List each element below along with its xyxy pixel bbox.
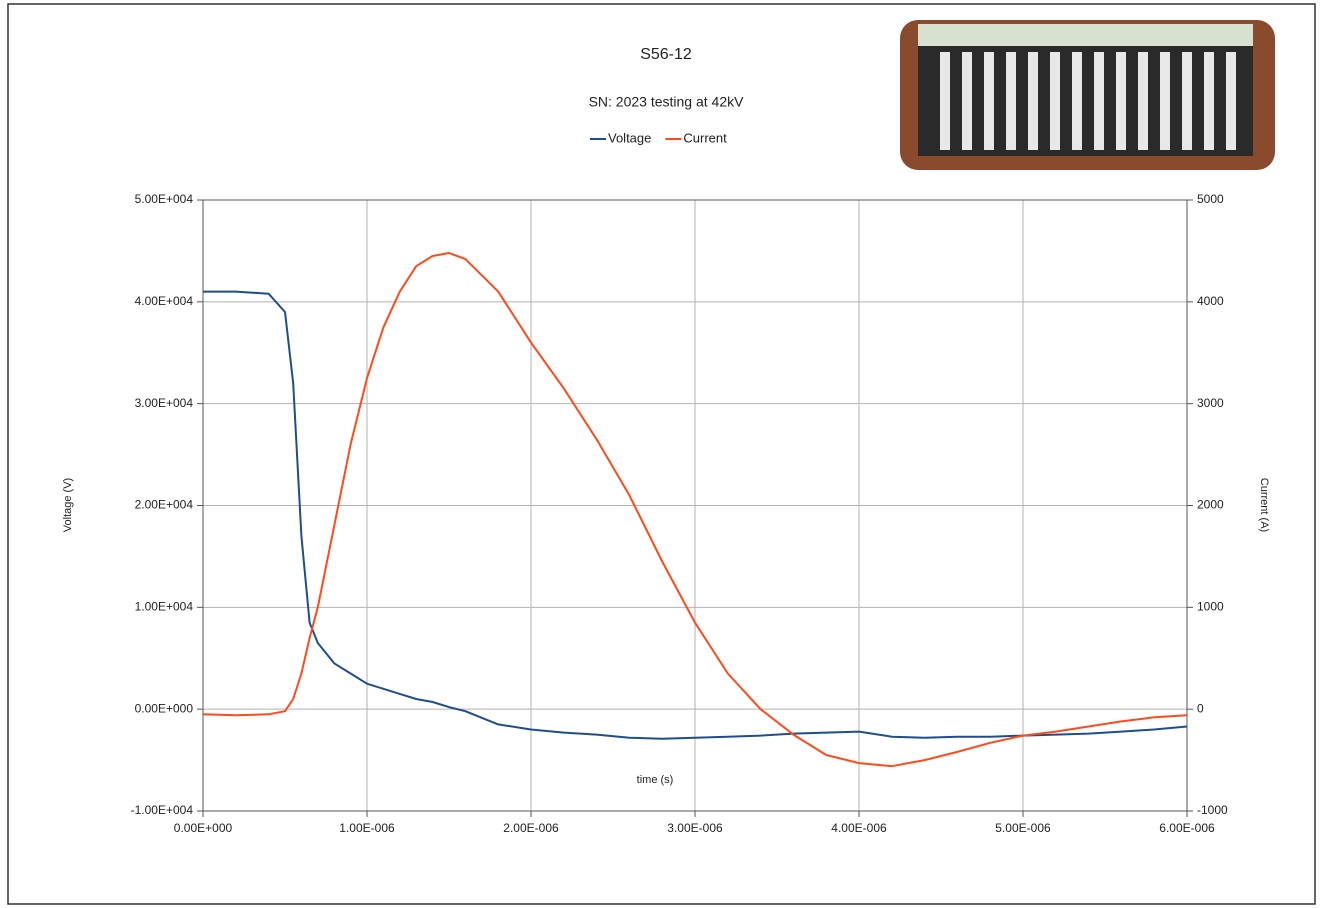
- y-tick-label: 1.00E+004: [135, 600, 194, 614]
- x-tick-label: 0.00E+000: [174, 821, 233, 835]
- chart-subtitle: SN: 2023 testing at 42kV: [589, 94, 745, 110]
- y2-tick-label: 1000: [1197, 600, 1224, 614]
- data-line: [202, 252, 1188, 768]
- y2-tick-label: 0: [1197, 701, 1204, 715]
- x-axis-title: time (s): [637, 774, 674, 786]
- y2-tick-label: 4000: [1197, 294, 1224, 308]
- y2-tick-label: 2000: [1197, 498, 1224, 512]
- y-tick-label: 4.00E+004: [135, 294, 194, 308]
- frame: [7, 3, 1316, 905]
- y-tick-label: 2.00E+004: [135, 498, 194, 512]
- y-tick-label: -1.00E+004: [131, 803, 194, 817]
- x-tick-label: 6.00E-006: [1159, 821, 1215, 835]
- plot-border: [202, 199, 1188, 812]
- x-tick-label: 5.00E-006: [995, 821, 1051, 835]
- y2-tick-label: -1000: [1197, 803, 1228, 817]
- y2-tick-label: 3000: [1197, 396, 1224, 410]
- y-tick-label: 5.00E+004: [135, 192, 194, 206]
- y-axis-title: Voltage (V): [62, 478, 74, 532]
- chart-title: S56-12: [640, 46, 692, 63]
- y2-axis-title: Current (A): [1258, 478, 1270, 532]
- y2-tick-label: 5000: [1197, 192, 1224, 206]
- x-tick-label: 1.00E-006: [339, 821, 395, 835]
- y-tick-label: 0.00E+000: [135, 701, 194, 715]
- x-tick-label: 4.00E-006: [831, 821, 887, 835]
- device-photo: [900, 20, 1275, 170]
- x-tick-label: 3.00E-006: [667, 821, 723, 835]
- x-tick-label: 2.00E-006: [503, 821, 559, 835]
- legend-label: Current: [683, 130, 727, 145]
- legend-label: Voltage: [608, 130, 651, 145]
- y-tick-label: 3.00E+004: [135, 396, 194, 410]
